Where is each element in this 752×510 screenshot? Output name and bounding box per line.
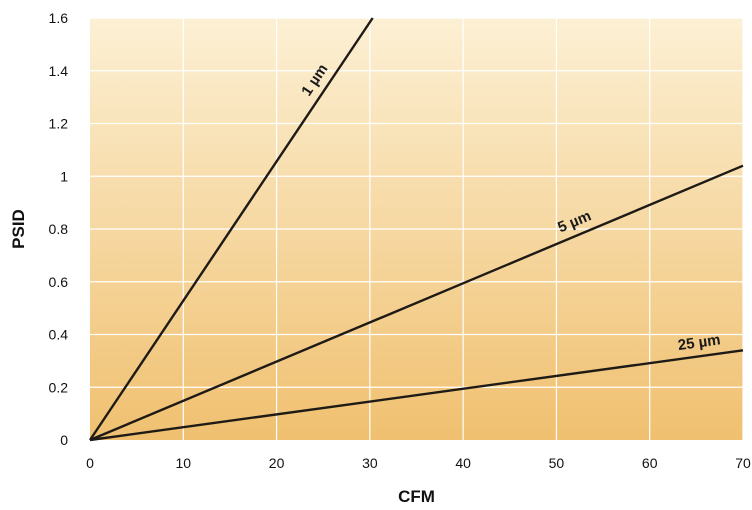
y-tick-label: 0.2 <box>49 379 69 395</box>
x-tick-label: 10 <box>175 455 191 471</box>
y-axis-label: PSID <box>9 209 28 249</box>
x-tick-label: 30 <box>362 455 378 471</box>
series-lines <box>89 17 744 442</box>
x-axis-label: CFM <box>398 487 435 506</box>
y-tick-label: 1.4 <box>49 63 69 79</box>
x-tick-label: 20 <box>269 455 285 471</box>
y-tick-label: 1 <box>60 168 68 184</box>
x-tick-label: 50 <box>549 455 565 471</box>
y-tick-label: 0.8 <box>49 221 69 237</box>
series-label: 25 µm <box>677 331 722 354</box>
tick-labels: 0 10 20 30 40 50 60 70 0 0.2 0.4 0.6 0.8 1 1.2 1.4 1.6 <box>49 10 751 471</box>
x-tick-label: 60 <box>642 455 658 471</box>
y-tick-label: 1.6 <box>49 10 69 26</box>
x-tick-label: 0 <box>86 455 94 471</box>
x-tick-label: 40 <box>455 455 471 471</box>
series-line <box>89 164 744 442</box>
series-line <box>89 17 374 441</box>
y-tick-label: 0 <box>60 432 68 448</box>
y-tick-label: 1.2 <box>49 116 69 132</box>
y-tick-label: 0.4 <box>49 327 69 343</box>
series-line <box>89 349 744 442</box>
grid-lines <box>90 17 744 440</box>
y-tick-label: 0.6 <box>49 274 69 290</box>
x-tick-label: 70 <box>735 455 751 471</box>
